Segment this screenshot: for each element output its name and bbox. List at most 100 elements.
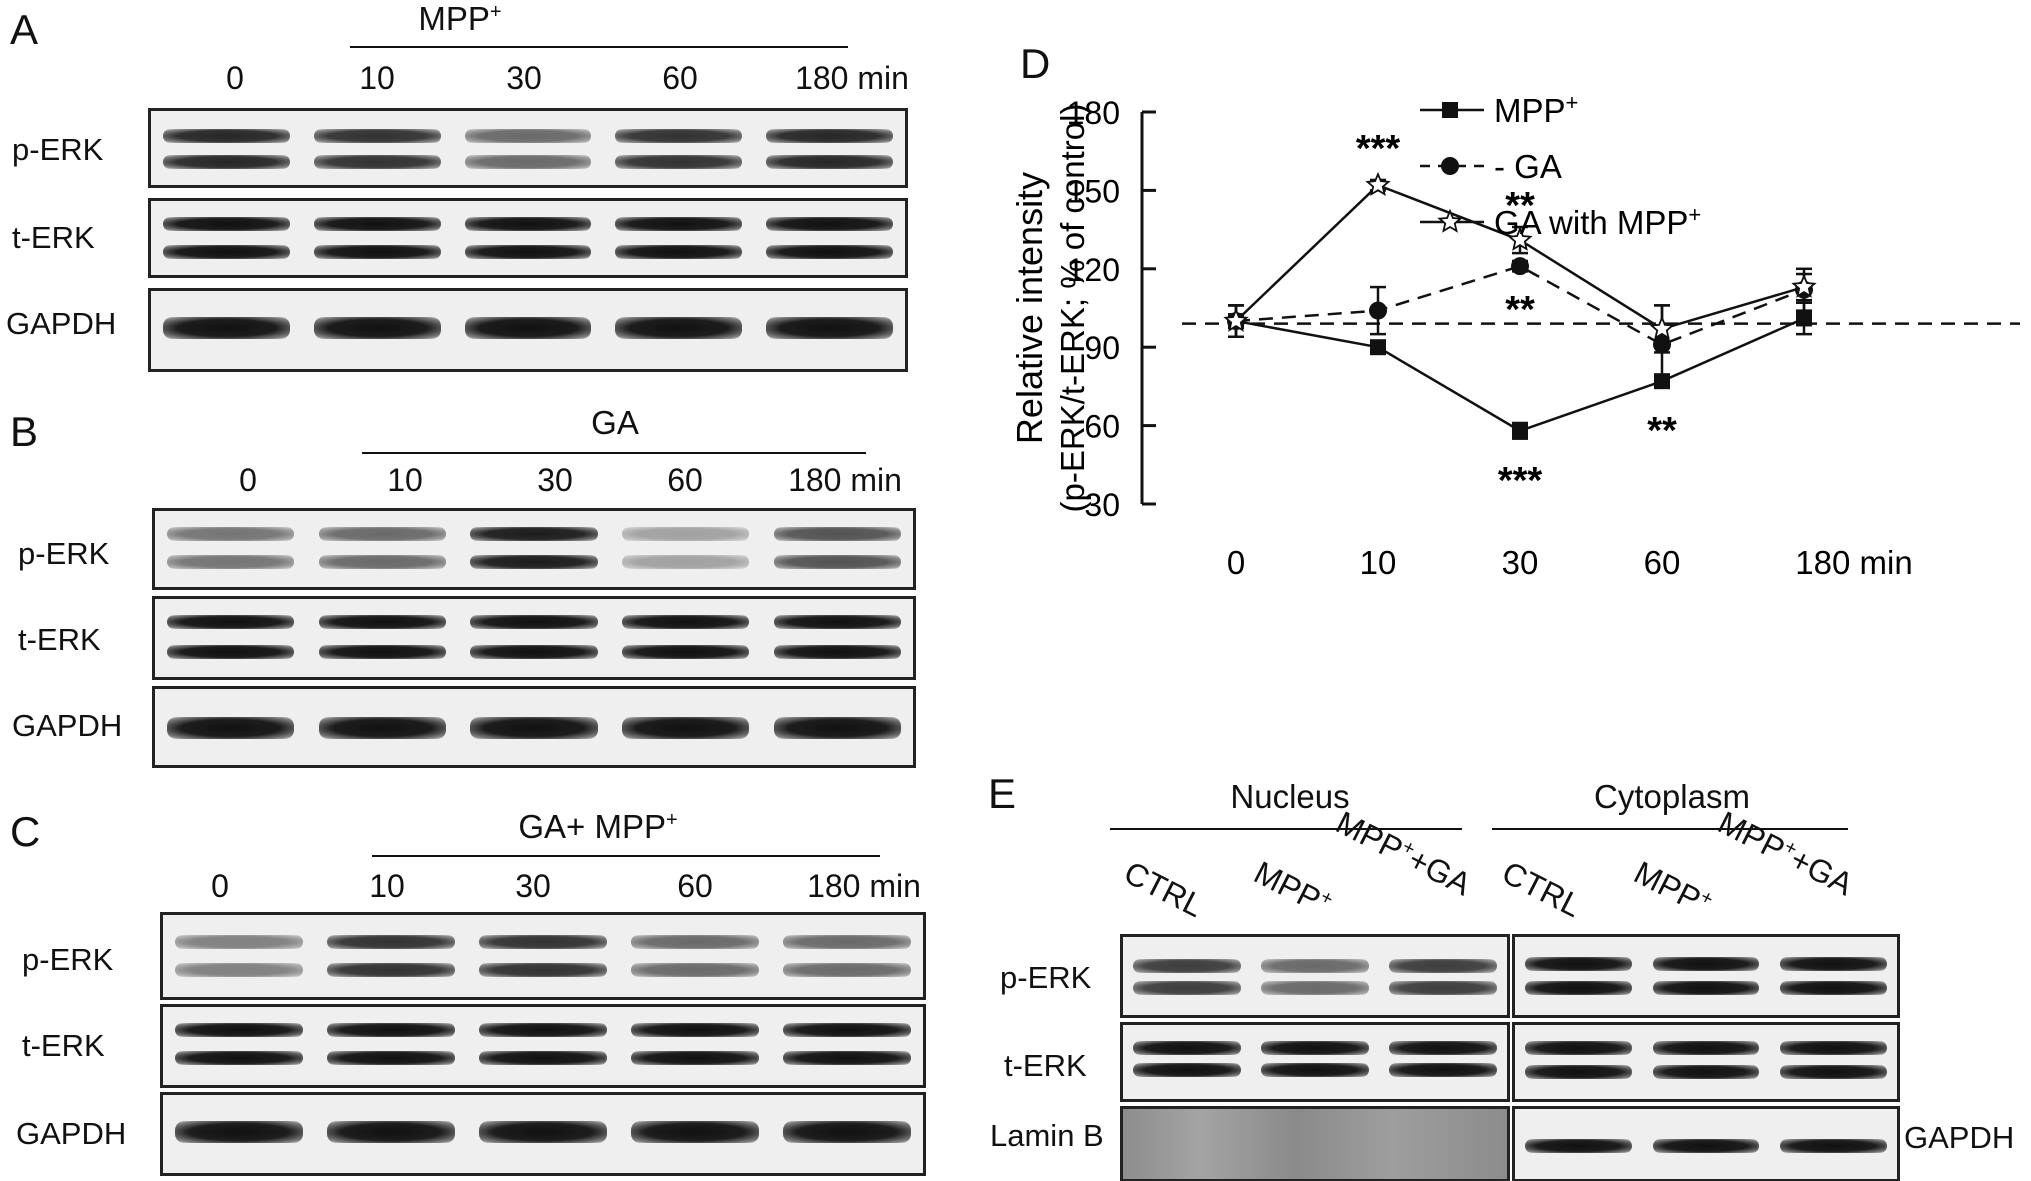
blot-band xyxy=(773,645,901,659)
blot-band xyxy=(1525,1139,1633,1153)
blot-band xyxy=(615,317,743,339)
blot-band xyxy=(1779,957,1887,971)
blot-band xyxy=(1779,1065,1887,1079)
panel-e-lane: CTRL xyxy=(1118,854,1210,925)
significance-label: ** xyxy=(1505,289,1535,331)
panel-a-lane: 60 xyxy=(662,60,698,96)
blot-band xyxy=(470,527,598,541)
y-tick-label: 150 xyxy=(1067,173,1120,209)
blot-band xyxy=(1389,959,1497,973)
panel-c-row-label: GAPDH xyxy=(16,1116,127,1151)
blot-band xyxy=(175,1051,303,1065)
panel-e-nucleus-terk-blot xyxy=(1120,1022,1510,1102)
blot-band xyxy=(464,245,592,259)
significance-label: *** xyxy=(1498,460,1543,502)
blot-band xyxy=(631,963,759,977)
data-point xyxy=(1365,171,1391,196)
blot-band xyxy=(1525,981,1633,995)
blot-band xyxy=(313,129,441,143)
blot-band xyxy=(163,245,290,259)
legend-label: GA with MPP+ xyxy=(1494,202,1701,241)
panel-b-lane: 30 xyxy=(537,462,573,498)
panel-a-lane: 10 xyxy=(359,60,395,96)
y-tick-label: 90 xyxy=(1084,330,1120,366)
blot-band xyxy=(615,155,743,169)
panel-e-group-cytoplasm: Cytoplasm xyxy=(1594,778,1750,815)
panel-e-row-label: Lamin B xyxy=(990,1118,1104,1153)
blot-band xyxy=(783,963,911,977)
blot-band xyxy=(1133,1063,1241,1077)
blot-band xyxy=(464,129,592,143)
blot-band xyxy=(470,555,598,569)
panel-c-row-label: t-ERK xyxy=(22,1028,105,1063)
panel-e-lane: MPP++GA xyxy=(1712,804,1859,903)
legend-label: - GA xyxy=(1494,148,1562,185)
data-point xyxy=(1511,257,1529,276)
blot-band xyxy=(327,935,455,949)
blot-band xyxy=(766,317,893,339)
panel-c-lane: 180 min xyxy=(807,868,921,904)
panel-b-perk-blot xyxy=(152,508,916,590)
panel-c-terk-blot xyxy=(160,1004,926,1088)
blot-band xyxy=(1261,959,1369,973)
panel-e-row-label: t-ERK xyxy=(1004,1048,1087,1083)
panel-b-lane: 60 xyxy=(667,462,703,498)
data-point xyxy=(1507,226,1533,251)
x-tick-label: 60 xyxy=(1644,544,1681,581)
blot-band xyxy=(479,935,607,949)
panel-e-row-label: p-ERK xyxy=(1000,960,1092,995)
data-point xyxy=(1441,157,1459,175)
data-point xyxy=(1223,307,1249,332)
blot-band xyxy=(464,317,592,339)
panel-e-nucleus-line xyxy=(1110,828,1462,830)
x-tick-label: 180 min xyxy=(1795,544,1912,581)
blot-band xyxy=(631,1121,759,1143)
blot-band xyxy=(1652,1041,1760,1055)
blot-band xyxy=(163,129,290,143)
blot-band xyxy=(621,717,750,739)
panel-a-row-label: p-ERK xyxy=(12,132,104,167)
data-point xyxy=(1512,422,1528,439)
panel-c-lane: 0 xyxy=(211,868,229,904)
panel-c-row-label: p-ERK xyxy=(22,942,114,977)
data-point xyxy=(1796,310,1812,327)
panel-a-row-label: t-ERK xyxy=(12,220,95,255)
panel-letter-d: D xyxy=(1020,40,1051,87)
panel-b-row-label: GAPDH xyxy=(12,708,123,743)
series-line xyxy=(1235,264,1805,346)
y-tick-label: 60 xyxy=(1084,409,1120,445)
blot-band xyxy=(318,717,447,739)
blot-band xyxy=(313,245,441,259)
blot-band xyxy=(1389,1063,1497,1077)
blot-band xyxy=(479,1051,607,1065)
blot-band xyxy=(479,963,607,977)
y-axis-label: Relative intensity xyxy=(1009,172,1050,444)
panel-b-row-label: p-ERK xyxy=(18,536,110,571)
blot-band xyxy=(175,935,303,949)
panel-c-lane: 60 xyxy=(677,868,713,904)
panel-letter-b: B xyxy=(10,408,39,455)
y-tick-label: 180 xyxy=(1067,95,1120,131)
panel-e-cytoplasm-line xyxy=(1492,828,1848,830)
blot-band xyxy=(318,615,447,629)
blot-band xyxy=(783,935,911,949)
series-line xyxy=(1235,317,1805,433)
blot-band xyxy=(327,1023,455,1037)
panel-e-group-nucleus: Nucleus xyxy=(1230,778,1350,815)
panel-e-gapdh-blot xyxy=(1512,1106,1900,1181)
blot-band xyxy=(464,217,592,231)
panel-c-gapdh-blot xyxy=(160,1092,926,1176)
panel-e-laminb-blot xyxy=(1120,1106,1510,1181)
blot-band xyxy=(631,1023,759,1037)
panel-b-row-label: t-ERK xyxy=(18,622,101,657)
panel-a-terk-blot xyxy=(148,198,908,278)
blot-band xyxy=(175,1121,303,1143)
blot-band xyxy=(783,1023,911,1037)
data-point xyxy=(1437,208,1463,233)
blot-band xyxy=(773,717,901,739)
panel-a-lane: 30 xyxy=(506,60,542,96)
blot-band xyxy=(479,1023,607,1037)
y-axis-label-2: (p-ERK/t-ERK; % of control) xyxy=(1054,104,1091,513)
blot-band xyxy=(167,615,295,629)
